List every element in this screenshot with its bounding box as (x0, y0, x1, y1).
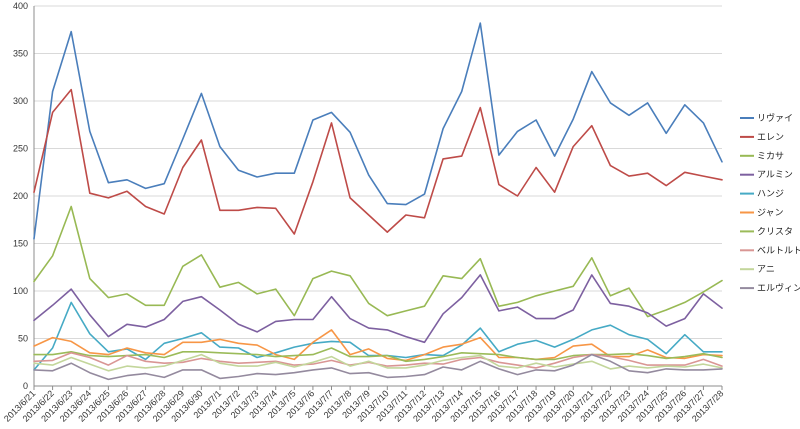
legend-label-9: エルヴィン (757, 282, 800, 294)
y-tick-label: 100 (13, 286, 28, 296)
series-line-6 (33, 347, 723, 363)
legend-label-2: ミカサ (757, 151, 784, 162)
series-line-8 (33, 353, 723, 372)
series-line-9 (33, 353, 723, 381)
series-line-2 (33, 205, 723, 318)
series-lines (33, 22, 723, 381)
y-tick-label: 50 (18, 334, 28, 344)
series-line-4 (33, 301, 723, 371)
series-line-1 (33, 88, 723, 235)
gridlines (34, 5, 722, 387)
legend-label-6: クリスタ (757, 226, 793, 237)
y-tick-label: 400 (13, 1, 28, 11)
y-tick-label: 250 (13, 144, 28, 154)
legend-label-3: アルミン (757, 171, 793, 181)
series-line-3 (33, 274, 723, 344)
series-line-0 (33, 22, 723, 240)
legend-label-0: リヴァイ (757, 112, 793, 124)
y-axis: 0 50 100 150 200 250 300 350 400 (13, 1, 35, 391)
y-tick-label: 300 (13, 96, 28, 106)
y-tick-label: 350 (13, 49, 28, 59)
legend-label-8: アニ (757, 265, 775, 275)
y-tick-label: 0 (23, 381, 28, 391)
legend-label-5: ジャン (757, 209, 784, 219)
legend-label-1: エレン (757, 133, 784, 143)
legend-label-7: ベルトルト (757, 246, 800, 256)
x-axis: 2013/6/212013/6/222013/6/232013/6/242013… (2, 385, 725, 424)
legend-label-4: ハンジ (757, 190, 784, 200)
y-tick-label: 150 (13, 239, 28, 249)
y-tick-label: 200 (13, 191, 28, 201)
